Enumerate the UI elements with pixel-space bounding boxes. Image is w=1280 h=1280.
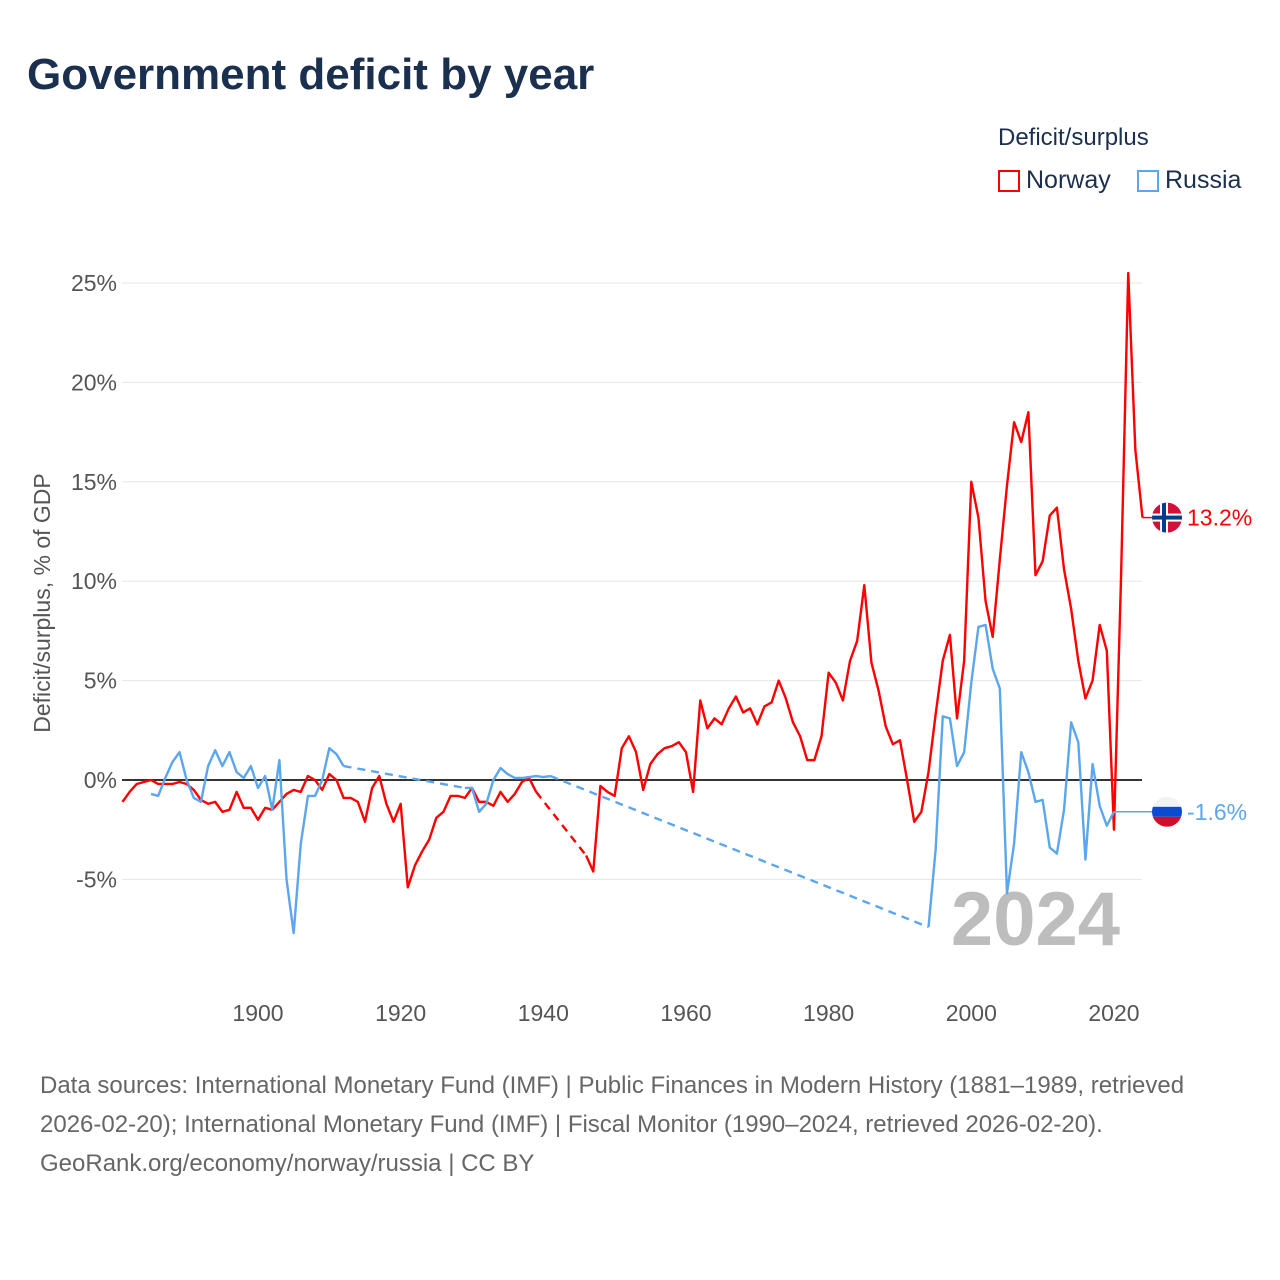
flag-norway-icon xyxy=(1152,502,1182,533)
legend-swatch-russia xyxy=(1137,169,1159,192)
series-gap-norway xyxy=(535,791,588,857)
series-gap-russia xyxy=(343,764,466,790)
data-sources: Data sources: International Monetary Fun… xyxy=(40,1072,1185,1138)
x-tick-label: 1980 xyxy=(803,1000,854,1026)
legend-item-russia[interactable]: Russia xyxy=(1137,166,1241,195)
legend-swatch-norway xyxy=(998,169,1020,192)
flag-stripe xyxy=(1152,816,1182,827)
credit-link[interactable]: GeoRank.org/economy/norway/russia | CC B… xyxy=(40,1150,535,1177)
chart-title: Government deficit by year xyxy=(27,50,595,99)
series-line-russia xyxy=(464,766,551,814)
legend-label-norway: Norway xyxy=(1026,166,1111,194)
flag-body xyxy=(1152,796,1182,827)
x-tick-label: 1900 xyxy=(232,1000,283,1026)
flag-stripe xyxy=(1152,806,1182,817)
series-line-norway xyxy=(121,772,538,889)
legend-item-norway[interactable]: Norway xyxy=(998,166,1111,195)
year-watermark: 2024 xyxy=(951,877,1120,962)
x-tick-label: 1960 xyxy=(660,1000,711,1026)
legend-label-russia: Russia xyxy=(1165,166,1242,194)
y-tick-label: 20% xyxy=(71,369,117,395)
flag-cross xyxy=(1152,515,1182,520)
x-tick-label: 2000 xyxy=(946,1000,997,1026)
footer: Data sources: International Monetary Fun… xyxy=(40,1066,1240,1183)
y-tick-label: 25% xyxy=(71,270,117,296)
flag-russia-icon xyxy=(1152,796,1182,827)
y-tick-label: 15% xyxy=(71,469,117,495)
flag-cross xyxy=(1162,502,1166,533)
x-tick-label: 1940 xyxy=(518,1000,569,1026)
y-tick-label: 10% xyxy=(71,568,117,594)
y-tick-label: 5% xyxy=(84,668,117,694)
legend-title: Deficit/surplus xyxy=(998,124,1149,151)
x-tick-label: 1920 xyxy=(375,1000,426,1026)
flag-stripe xyxy=(1152,796,1182,807)
end-value-label: -1.6% xyxy=(1187,799,1247,825)
y-tick-label: 0% xyxy=(84,767,117,793)
y-tick-label: -5% xyxy=(76,866,117,892)
series-line-russia xyxy=(150,746,345,935)
series-line-norway xyxy=(585,271,1144,873)
y-axis-label: Deficit/surplus, % of GDP xyxy=(29,473,55,732)
end-value-label: 13.2% xyxy=(1187,505,1252,531)
x-tick-label: 2020 xyxy=(1088,1000,1139,1026)
series-gap-russia xyxy=(550,774,929,929)
series-line-russia xyxy=(927,623,1116,928)
flag-body xyxy=(1152,502,1182,533)
